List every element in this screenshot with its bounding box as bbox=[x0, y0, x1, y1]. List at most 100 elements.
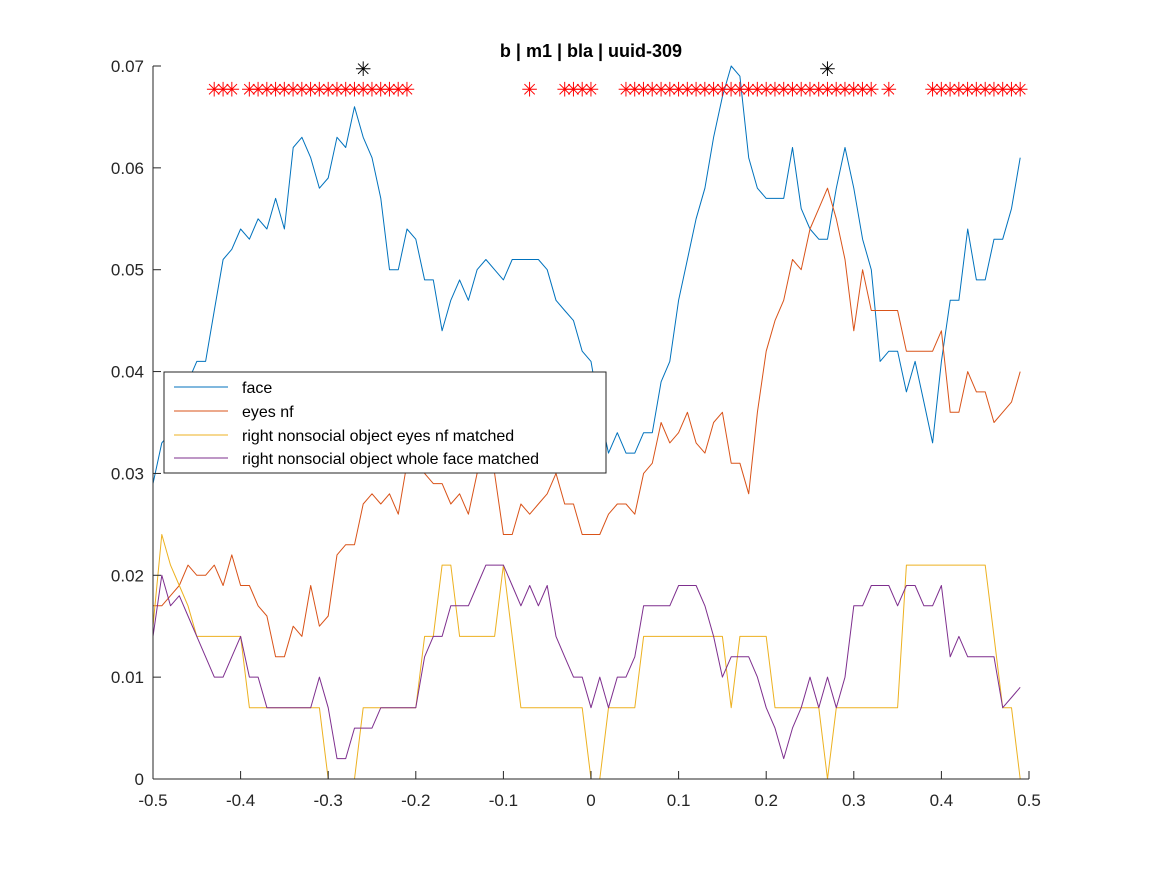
marker-red: ✳ bbox=[1012, 77, 1029, 101]
marker-red: ✳ bbox=[994, 77, 1011, 101]
y-tick-label: 0.07 bbox=[111, 57, 144, 76]
marker-red: ✳ bbox=[565, 77, 582, 101]
marker-red: ✳ bbox=[337, 77, 354, 101]
marker-red: ✳ bbox=[250, 77, 267, 101]
legend-label-object-face: right nonsocial object whole face matche… bbox=[242, 451, 539, 468]
marker-red: ✳ bbox=[732, 77, 749, 101]
marker-red: ✳ bbox=[810, 77, 827, 101]
marker-red: ✳ bbox=[320, 77, 337, 101]
marker-black: ✳ bbox=[355, 57, 372, 81]
marker-red: ✳ bbox=[705, 77, 722, 101]
chart-title: b | m1 | bla | uuid-309 bbox=[500, 41, 682, 61]
marker-red: ✳ bbox=[626, 77, 643, 101]
x-tick-label: -0.2 bbox=[401, 791, 430, 810]
y-tick-label: 0.02 bbox=[111, 566, 144, 585]
marker-red: ✳ bbox=[258, 77, 275, 101]
y-tick-label: 0.05 bbox=[111, 261, 144, 280]
marker-red: ✳ bbox=[767, 77, 784, 101]
marker-red: ✳ bbox=[583, 77, 600, 101]
x-tick-label: -0.5 bbox=[138, 791, 167, 810]
marker-red: ✳ bbox=[241, 77, 258, 101]
marker-red: ✳ bbox=[951, 77, 968, 101]
marker-red: ✳ bbox=[828, 77, 845, 101]
series-line-face bbox=[152, 65, 1021, 484]
marker-red: ✳ bbox=[285, 77, 302, 101]
x-tick-label: 0.3 bbox=[842, 791, 866, 810]
marker-red: ✳ bbox=[276, 77, 293, 101]
marker-red: ✳ bbox=[986, 77, 1003, 101]
marker-red: ✳ bbox=[880, 77, 897, 101]
marker-red: ✳ bbox=[845, 77, 862, 101]
x-tick-label: -0.4 bbox=[226, 791, 255, 810]
marker-red: ✳ bbox=[364, 77, 381, 101]
marker-red: ✳ bbox=[644, 77, 661, 101]
marker-red: ✳ bbox=[924, 77, 941, 101]
marker-red: ✳ bbox=[1003, 77, 1020, 101]
marker-red: ✳ bbox=[355, 77, 372, 101]
marker-red: ✳ bbox=[329, 77, 346, 101]
marker-red: ✳ bbox=[635, 77, 652, 101]
marker-red: ✳ bbox=[696, 77, 713, 101]
ticks-layer: -0.5 -0.4 -0.3 -0.2 -0.1 0 0.1 0.2 0.3 0.4 0.5 0 0.0… bbox=[111, 57, 1041, 810]
y-tick-label: 0.03 bbox=[111, 464, 144, 483]
marker-red: ✳ bbox=[618, 77, 635, 101]
marker-red: ✳ bbox=[968, 77, 985, 101]
marker-red: ✳ bbox=[311, 77, 328, 101]
x-tick-label: -0.3 bbox=[314, 791, 343, 810]
marker-red: ✳ bbox=[933, 77, 950, 101]
marker-red: ✳ bbox=[556, 77, 573, 101]
marker-red: ✳ bbox=[854, 77, 871, 101]
marker-red: ✳ bbox=[381, 77, 398, 101]
marker-red: ✳ bbox=[399, 77, 416, 101]
x-tick-label: 0.1 bbox=[667, 791, 691, 810]
legend-label-eyes-nf: eyes nf bbox=[242, 404, 294, 421]
marker-red: ✳ bbox=[977, 77, 994, 101]
legend-label-face: face bbox=[242, 380, 272, 397]
marker-red: ✳ bbox=[206, 77, 223, 101]
marker-red: ✳ bbox=[758, 77, 775, 101]
marker-red: ✳ bbox=[863, 77, 880, 101]
marker-red: ✳ bbox=[372, 77, 389, 101]
marker-red: ✳ bbox=[215, 77, 232, 101]
x-tick-label: 0.2 bbox=[754, 791, 778, 810]
marker-red: ✳ bbox=[302, 77, 319, 101]
marker-red: ✳ bbox=[959, 77, 976, 101]
marker-red: ✳ bbox=[661, 77, 678, 101]
marker-red: ✳ bbox=[837, 77, 854, 101]
marker-red: ✳ bbox=[267, 77, 284, 101]
marker-red: ✳ bbox=[942, 77, 959, 101]
marker-red: ✳ bbox=[793, 77, 810, 101]
marker-red: ✳ bbox=[723, 77, 740, 101]
marker-red: ✳ bbox=[223, 77, 240, 101]
marker-red: ✳ bbox=[775, 77, 792, 101]
marker-red: ✳ bbox=[688, 77, 705, 101]
y-tick-label: 0 bbox=[135, 770, 144, 789]
x-tick-label: 0.4 bbox=[930, 791, 954, 810]
y-tick-label: 0.01 bbox=[111, 668, 144, 687]
marker-red: ✳ bbox=[574, 77, 591, 101]
y-tick-label: 0.04 bbox=[111, 363, 144, 382]
marker-red: ✳ bbox=[819, 77, 836, 101]
marker-red: ✳ bbox=[390, 77, 407, 101]
marker-black: ✳ bbox=[819, 57, 836, 81]
marker-red: ✳ bbox=[653, 77, 670, 101]
x-tick-label: 0.5 bbox=[1017, 791, 1041, 810]
marker-red: ✳ bbox=[802, 77, 819, 101]
legend-label-object-eyes: right nonsocial object eyes nf matched bbox=[242, 428, 514, 445]
marker-red: ✳ bbox=[521, 77, 538, 101]
x-tick-label: 0 bbox=[586, 791, 595, 810]
marker-red: ✳ bbox=[740, 77, 757, 101]
marker-red: ✳ bbox=[670, 77, 687, 101]
y-tick-label: 0.06 bbox=[111, 159, 144, 178]
marker-red: ✳ bbox=[294, 77, 311, 101]
marker-red: ✳ bbox=[346, 77, 363, 101]
markers-layer: ✳✳✳ ✳✳✳✳✳✳✳✳✳✳✳✳✳✳✳✳✳✳✳ ✳ ✳✳✳✳ ✳✳✳✳✳✳✳✳✳✳✳✳✳… bbox=[206, 57, 1029, 101]
marker-red: ✳ bbox=[679, 77, 696, 101]
x-tick-label: -0.1 bbox=[489, 791, 518, 810]
legend-box bbox=[163, 371, 607, 474]
series-line-eyes-nf bbox=[153, 187, 1021, 658]
marker-red: ✳ bbox=[749, 77, 766, 101]
marker-red: ✳ bbox=[784, 77, 801, 101]
series-layer bbox=[152, 65, 1021, 780]
